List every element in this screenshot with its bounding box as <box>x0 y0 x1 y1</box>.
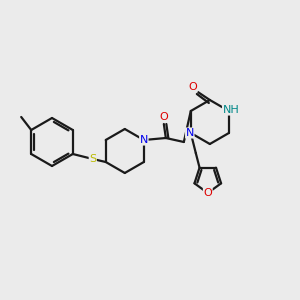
Text: N: N <box>186 128 194 138</box>
Text: NH: NH <box>223 105 239 115</box>
Text: O: O <box>160 112 168 122</box>
Text: S: S <box>89 154 96 164</box>
Text: O: O <box>188 82 197 92</box>
Text: O: O <box>203 188 212 198</box>
Text: N: N <box>140 135 148 145</box>
